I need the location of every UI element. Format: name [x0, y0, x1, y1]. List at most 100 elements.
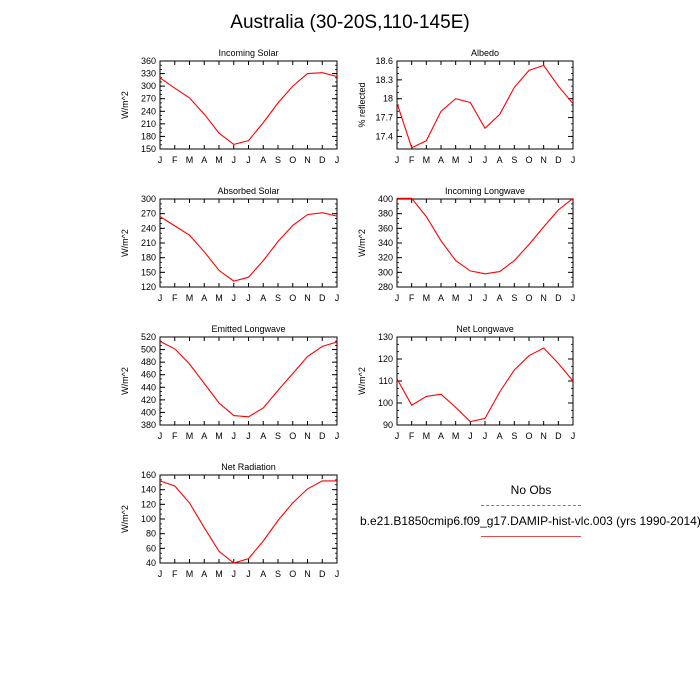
y-tick-label: 120 — [378, 354, 393, 364]
y-tick-label: 500 — [141, 345, 156, 355]
x-tick-label: J — [232, 431, 237, 441]
x-tick-label: F — [172, 155, 178, 165]
x-tick-label: F — [172, 431, 178, 441]
y-tick-label: 440 — [141, 382, 156, 392]
y-tick-label: 150 — [141, 267, 156, 277]
y-tick-label: 300 — [141, 194, 156, 204]
chart-panel-4: J F M A M J J A S O N D J280300320340360380400Incomi… — [357, 186, 575, 303]
x-tick-label: M — [452, 155, 460, 165]
plot-frame — [159, 60, 338, 150]
x-tick-label: M — [186, 293, 194, 303]
series-line-1 — [159, 480, 337, 564]
series-line-1 — [397, 197, 574, 275]
x-tick-label: N — [540, 431, 547, 441]
chart-panel-3: J F M A M J J A S O N D J120150180210240270300Absorb… — [120, 186, 339, 303]
x-tick-label: M — [215, 155, 223, 165]
x-tick-label: M — [186, 431, 194, 441]
y-tick-label: 40 — [146, 558, 156, 568]
x-tick-label: J — [246, 569, 251, 579]
x-tick-label: A — [497, 293, 503, 303]
x-tick-label: J — [158, 155, 163, 165]
x-tick-label: J — [158, 293, 163, 303]
chart-title: Absorbed Solar — [217, 186, 279, 196]
y-tick-label: 520 — [141, 332, 156, 342]
y-tick-label: 240 — [141, 223, 156, 233]
plot-frame — [159, 336, 338, 426]
x-tick-label: D — [555, 431, 562, 441]
x-tick-label: J — [468, 431, 473, 441]
plot-frame — [396, 336, 574, 426]
x-tick-label: A — [260, 569, 266, 579]
x-tick-label: S — [511, 431, 517, 441]
y-tick-label: 300 — [378, 267, 393, 277]
x-tick-label: M — [452, 431, 460, 441]
plot-frame — [159, 474, 338, 564]
x-tick-label: N — [304, 569, 311, 579]
x-tick-label: M — [423, 155, 431, 165]
x-tick-label: J — [246, 293, 251, 303]
y-tick-label: 270 — [141, 94, 156, 104]
y-tick-label: 360 — [378, 223, 393, 233]
x-tick-label: M — [186, 155, 194, 165]
y-axis-label: W/m^2 — [120, 505, 130, 533]
x-tick-label: A — [497, 155, 503, 165]
y-tick-label: 280 — [378, 282, 393, 292]
y-tick-label: 360 — [141, 56, 156, 66]
x-tick-label: D — [555, 293, 562, 303]
x-tick-label: F — [172, 569, 178, 579]
series-line-1 — [396, 347, 574, 423]
x-tick-label: J — [335, 431, 340, 441]
chart-title: Emitted Longwave — [211, 324, 285, 334]
y-tick-label: 17.7 — [375, 113, 393, 123]
x-tick-label: J — [571, 431, 576, 441]
x-tick-label: J — [246, 155, 251, 165]
x-tick-label: N — [304, 293, 311, 303]
y-tick-label: 240 — [141, 106, 156, 116]
x-tick-label: J — [468, 155, 473, 165]
y-axis-label: % reflected — [357, 82, 367, 127]
x-tick-label: J — [158, 569, 163, 579]
x-tick-label: J — [395, 293, 400, 303]
y-tick-label: 380 — [378, 209, 393, 219]
x-tick-label: M — [215, 569, 223, 579]
y-tick-label: 160 — [141, 470, 156, 480]
y-tick-label: 18 — [383, 94, 393, 104]
y-tick-label: 210 — [141, 238, 156, 248]
x-tick-label: M — [452, 293, 460, 303]
x-tick-label: J — [335, 293, 340, 303]
y-tick-label: 300 — [141, 81, 156, 91]
x-tick-label: D — [555, 155, 562, 165]
x-tick-label: O — [289, 569, 296, 579]
x-tick-label: O — [525, 155, 532, 165]
x-tick-label: N — [540, 155, 547, 165]
x-tick-label: N — [540, 293, 547, 303]
y-tick-label: 400 — [141, 407, 156, 417]
y-tick-label: 120 — [141, 499, 156, 509]
x-tick-label: J — [483, 155, 488, 165]
x-tick-label: O — [289, 293, 296, 303]
x-tick-label: S — [275, 155, 281, 165]
y-tick-label: 18.3 — [375, 75, 393, 85]
x-tick-label: J — [571, 293, 576, 303]
x-tick-label: J — [395, 155, 400, 165]
x-tick-label: O — [289, 431, 296, 441]
x-tick-label: J — [395, 431, 400, 441]
y-axis-label: W/m^2 — [357, 229, 367, 257]
y-tick-label: 60 — [146, 543, 156, 553]
chart-title: Net Longwave — [456, 324, 514, 334]
x-tick-label: O — [525, 431, 532, 441]
x-tick-label: O — [525, 293, 532, 303]
x-tick-label: S — [275, 431, 281, 441]
y-tick-label: 140 — [141, 485, 156, 495]
x-tick-label: J — [483, 431, 488, 441]
x-tick-label: M — [215, 431, 223, 441]
series-line-1 — [396, 64, 574, 149]
y-tick-label: 180 — [141, 131, 156, 141]
x-tick-label: A — [260, 293, 266, 303]
x-tick-label: J — [232, 569, 237, 579]
y-tick-label: 100 — [141, 514, 156, 524]
y-tick-label: 80 — [146, 529, 156, 539]
